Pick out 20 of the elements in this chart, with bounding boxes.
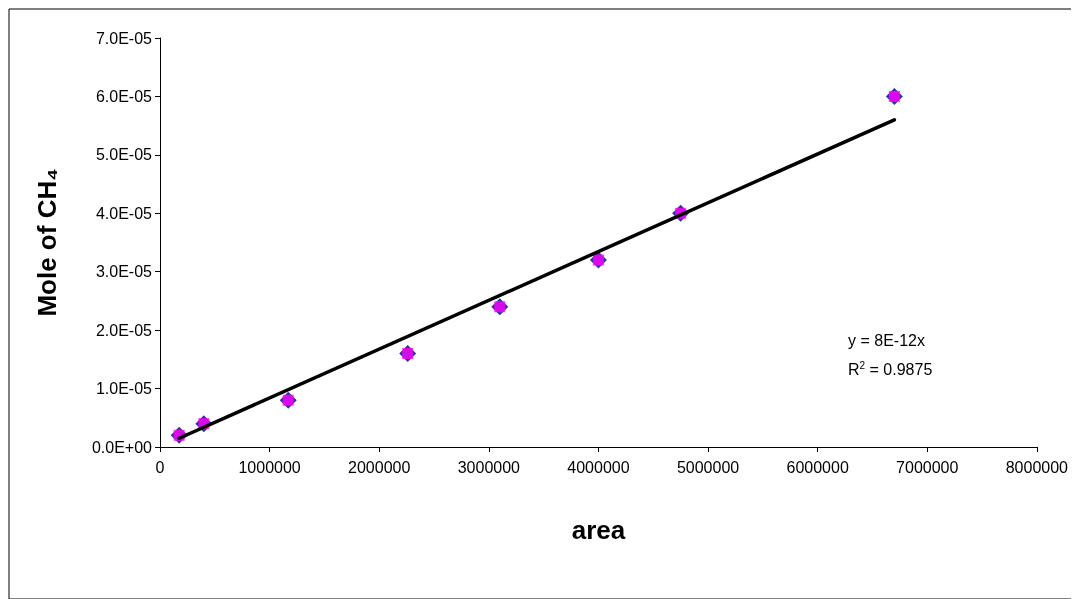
x-tick-label: 6000000 xyxy=(786,458,849,476)
y-tick-label: 2.0E-05 xyxy=(95,321,153,339)
y-tick-label: 0.0E+00 xyxy=(91,438,153,456)
y-tick-label: 7.0E-05 xyxy=(95,29,153,47)
x-tick-label: 7000000 xyxy=(896,458,959,476)
x-tick-label: 4000000 xyxy=(567,458,630,476)
y-tick-label: 3.0E-05 xyxy=(95,263,153,281)
x-tick-label: 5000000 xyxy=(676,458,740,476)
annotation: y = 8E-12x xyxy=(848,331,925,349)
y-tick-label: 1.0E-05 xyxy=(95,380,153,398)
x-tick-label: 2000000 xyxy=(348,458,411,476)
x-axis-title: area xyxy=(571,515,626,545)
y-axis-title: Mole of CH₄ xyxy=(32,168,62,317)
y-tick-label: 6.0E-05 xyxy=(95,87,153,105)
x-tick-label: 1000000 xyxy=(238,458,301,476)
y-tick-label: 5.0E-05 xyxy=(95,146,153,164)
x-tick-label: 8000000 xyxy=(1005,458,1069,476)
x-tick-label: 3000000 xyxy=(457,458,521,476)
y-tick-label: 4.0E-05 xyxy=(95,204,153,222)
x-tick-label: 0 xyxy=(155,458,165,476)
